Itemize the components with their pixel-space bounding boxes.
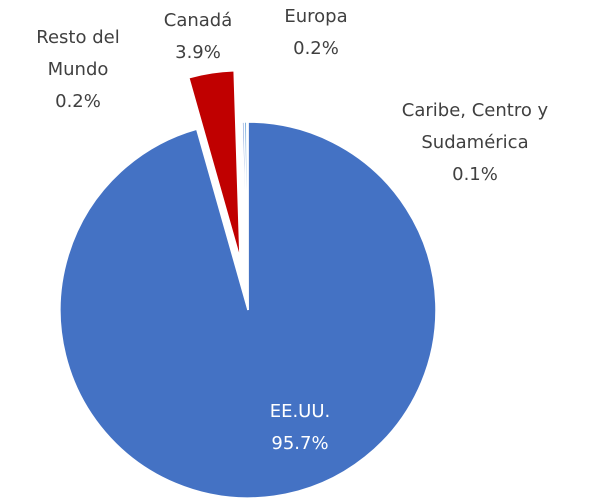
value-label: 0.2% — [55, 91, 101, 112]
data-label: Europa 0.2% — [266, 1, 366, 65]
value-label: 0.1% — [452, 164, 498, 185]
category-name: Canadá — [163, 10, 233, 31]
pie-slice — [246, 121, 249, 311]
category-name: Europa — [284, 6, 348, 27]
category-name: EE.UU. — [269, 401, 331, 422]
pie-slice — [187, 69, 241, 259]
value-label: 95.7% — [271, 433, 329, 454]
data-label: EE.UU. 95.7% — [240, 396, 360, 460]
data-label: Canadá 3.9% — [148, 5, 248, 69]
data-label: Caribe, Centro y Sudamérica 0.1% — [380, 95, 570, 191]
category-name: Resto del Mundo — [36, 27, 120, 80]
value-label: 0.2% — [293, 38, 339, 59]
category-name: Caribe, Centro y Sudamérica — [401, 100, 549, 153]
data-label: Resto del Mundo 0.2% — [23, 22, 133, 118]
value-label: 3.9% — [175, 42, 221, 63]
